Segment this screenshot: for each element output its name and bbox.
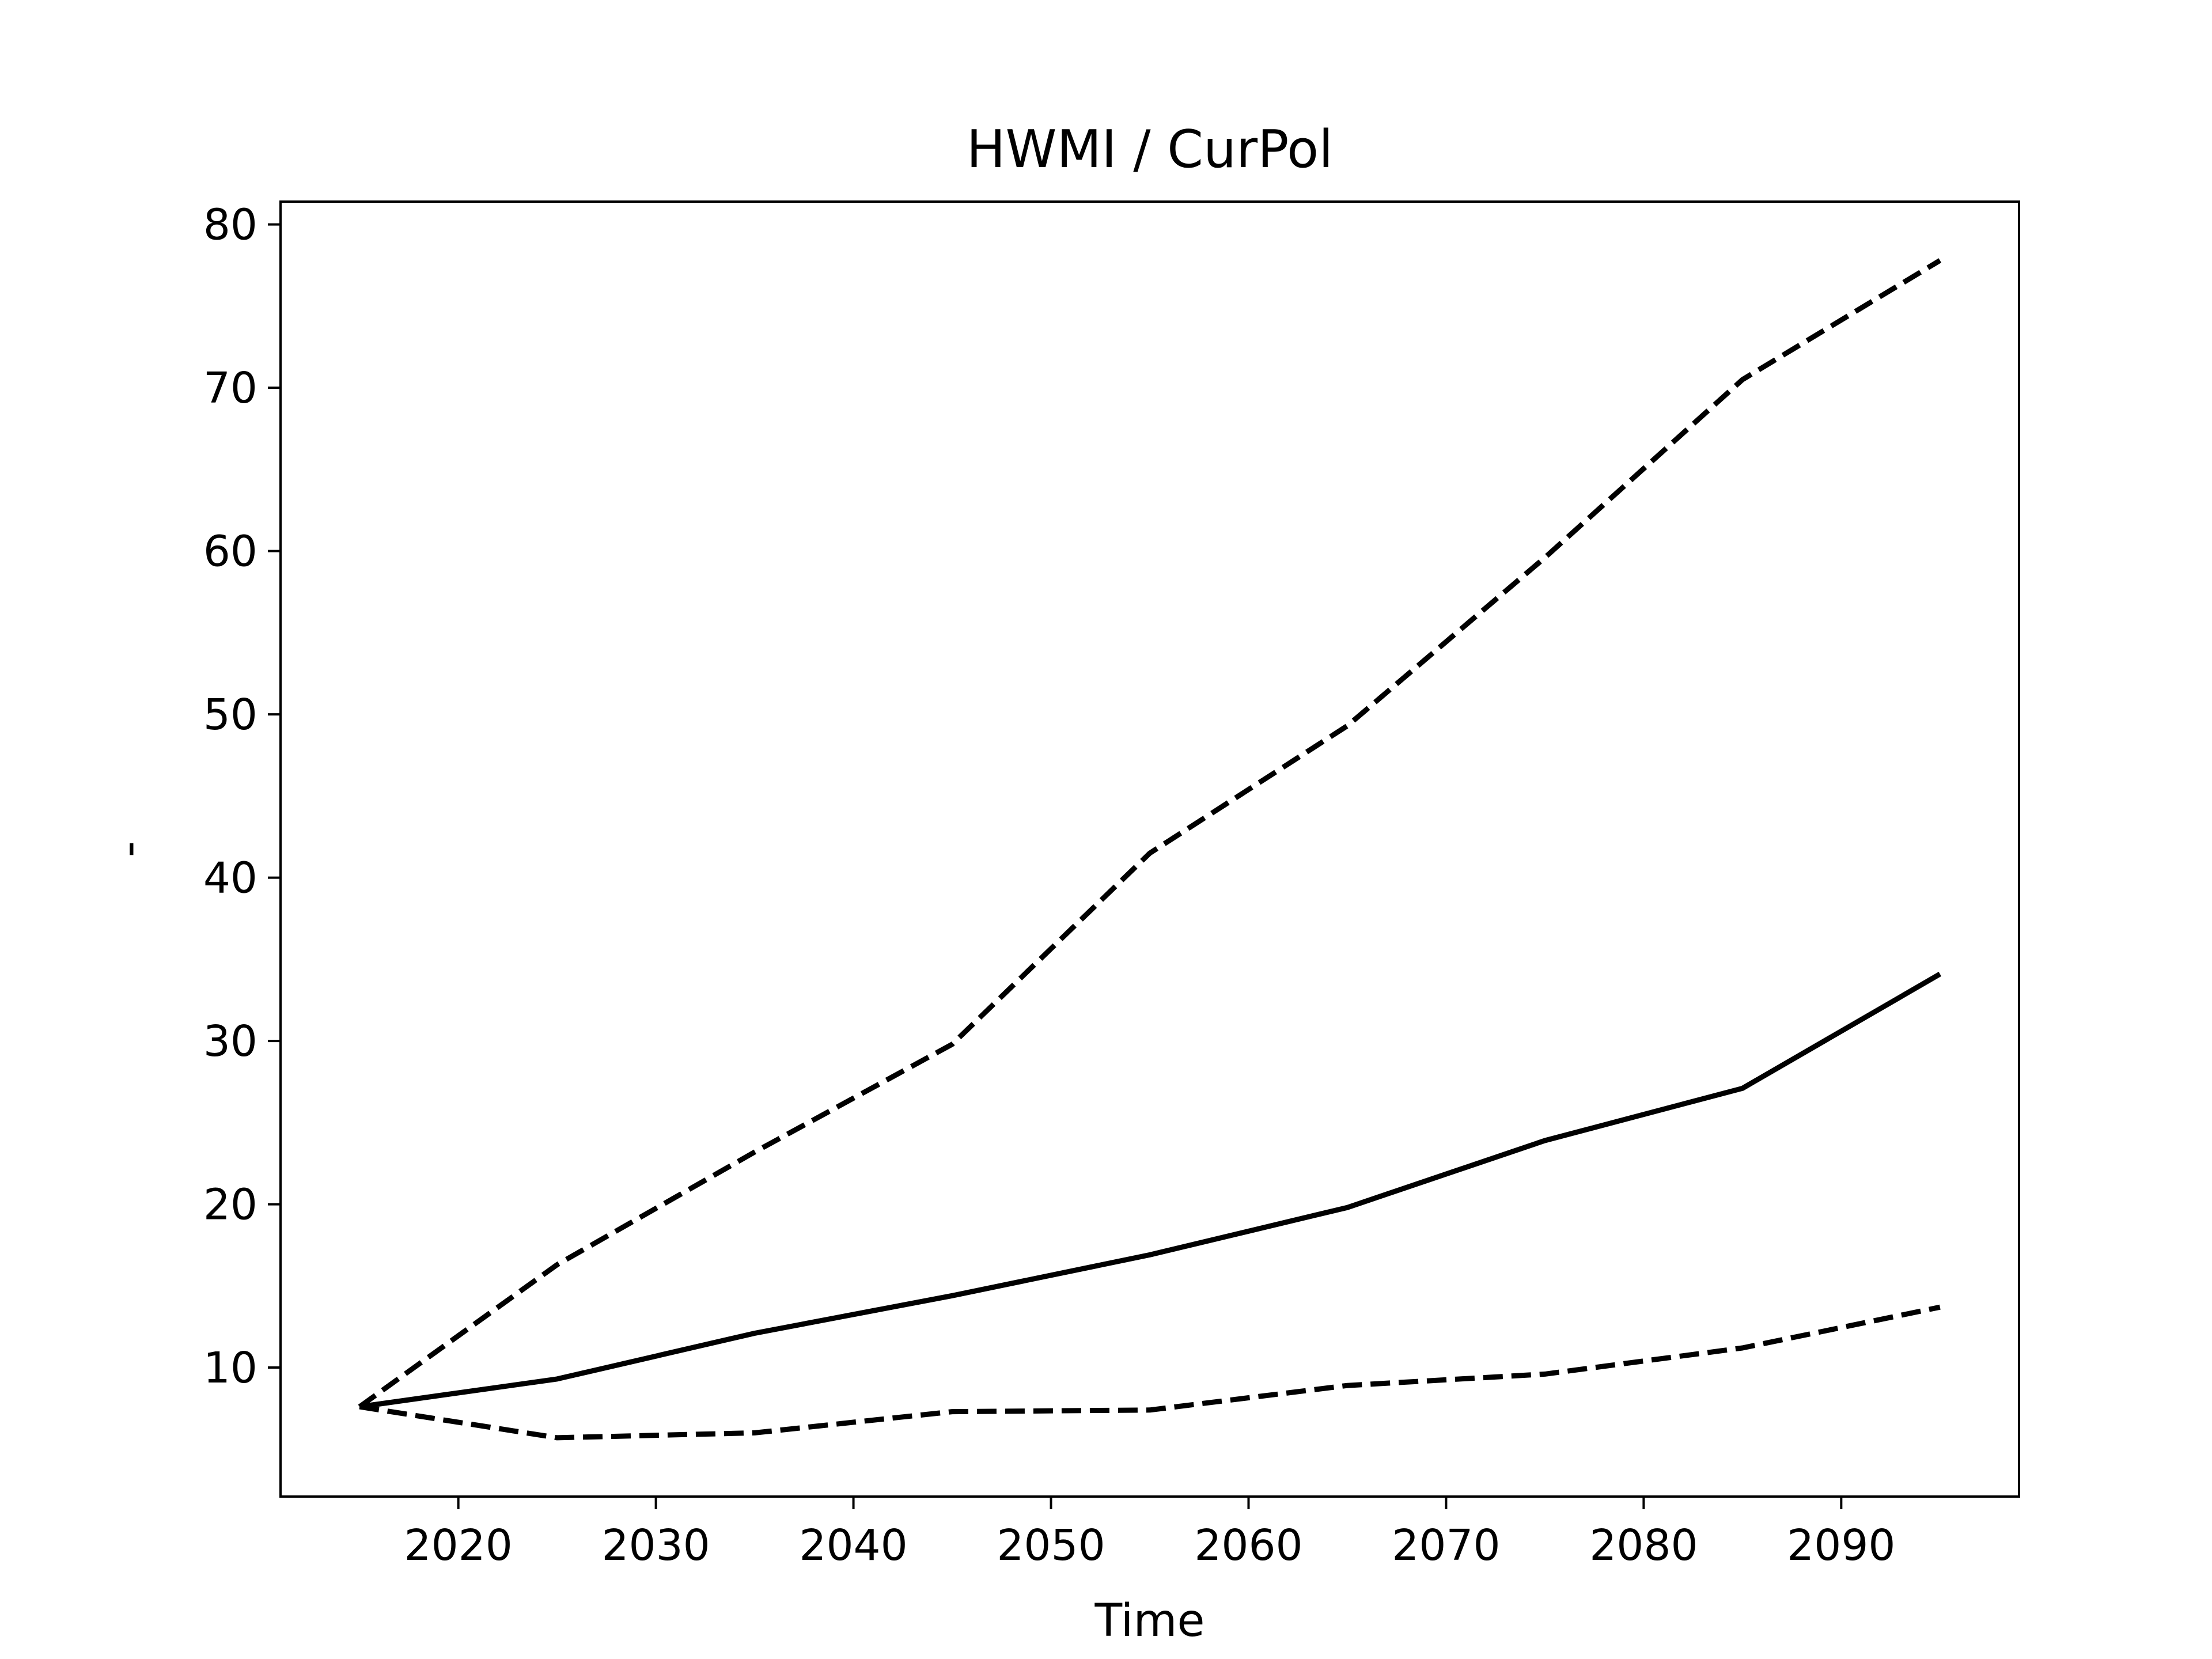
- y-tick-label: 30: [203, 1017, 257, 1066]
- series-line: [359, 1304, 1941, 1441]
- y-axis-label: -: [103, 841, 155, 857]
- series-line: [359, 972, 1942, 1410]
- y-tick-label: 60: [203, 527, 257, 577]
- plot-frame: [279, 200, 2020, 1498]
- x-axis-label: Time: [1094, 1595, 1205, 1647]
- x-tick-label: 2050: [997, 1521, 1105, 1570]
- x-tick-label: 2090: [1787, 1521, 1895, 1570]
- y-tick-label: 40: [203, 854, 257, 903]
- x-tick-label: 2040: [799, 1521, 907, 1570]
- y-tick-label: 50: [203, 690, 257, 740]
- y-tick-label: 80: [203, 200, 257, 250]
- x-tick-label: 2080: [1589, 1521, 1698, 1570]
- series-line: [358, 258, 1942, 1409]
- x-tick-label: 2060: [1194, 1521, 1302, 1570]
- chart-title: HWMI / CurPol: [967, 119, 1333, 180]
- x-tick-label: 2030: [601, 1521, 710, 1570]
- x-tick-label: 2020: [404, 1521, 512, 1570]
- x-tick-label: 2070: [1392, 1521, 1500, 1570]
- y-tick-label: 70: [203, 363, 257, 413]
- y-tick-label: 20: [203, 1180, 257, 1230]
- y-tick-label: 10: [203, 1343, 257, 1393]
